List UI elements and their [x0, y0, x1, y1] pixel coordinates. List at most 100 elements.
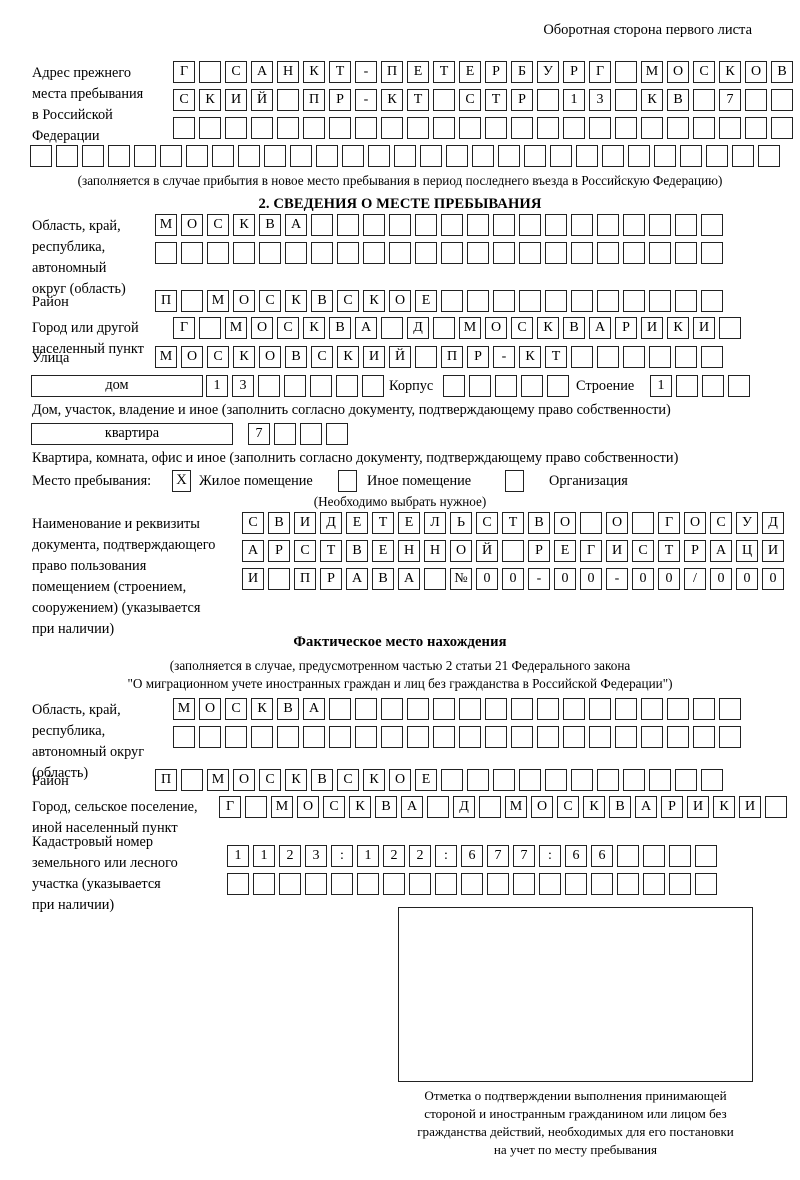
document-row-3-cell-19[interactable]: 0	[710, 568, 732, 590]
cadastral-row-1-cell-13[interactable]: :	[539, 845, 561, 867]
korpus-cells-cell-5[interactable]	[547, 375, 569, 397]
region-row-2-cell-22[interactable]	[701, 242, 723, 264]
district-row-cell-7[interactable]: В	[311, 290, 333, 312]
stamp-box[interactable]	[398, 907, 753, 1082]
document-row-1-cell-11[interactable]: Т	[502, 512, 524, 534]
district-row-cell-14[interactable]	[493, 290, 515, 312]
place-type-option-residential-checkbox[interactable]: X	[172, 470, 191, 492]
district-row-cell-13[interactable]	[467, 290, 489, 312]
district-row-cell-17[interactable]	[571, 290, 593, 312]
actual-city-row-cell-21[interactable]: И	[739, 796, 761, 818]
document-row-3-cell-17[interactable]: 0	[658, 568, 680, 590]
korpus-cells-cell-3[interactable]	[495, 375, 517, 397]
region-row-2-cell-6[interactable]	[285, 242, 307, 264]
actual-district-row-cell-11[interactable]: Е	[415, 769, 437, 791]
region-row-2-cell-2[interactable]	[181, 242, 203, 264]
region-row-1-cell-13[interactable]	[467, 214, 489, 236]
prev-address-row-2-cell-20[interactable]: В	[667, 89, 689, 111]
document-row-3-cell-16[interactable]: 0	[632, 568, 654, 590]
actual-region-row-2[interactable]	[173, 726, 741, 748]
prev-address-row-3-cell-14[interactable]	[511, 117, 533, 139]
document-row-2-cell-3[interactable]: С	[294, 540, 316, 562]
prev-address-row-2-cell-19[interactable]: К	[641, 89, 663, 111]
prev-address-row-4-cell-20[interactable]	[524, 145, 546, 167]
actual-district-row-cell-8[interactable]: С	[337, 769, 359, 791]
stroenie-cells-cell-1[interactable]: 1	[650, 375, 672, 397]
cadastral-row-1-cell-15[interactable]: 6	[591, 845, 613, 867]
prev-address-row-3-cell-10[interactable]	[407, 117, 429, 139]
cadastral-row-1-cell-17[interactable]	[643, 845, 665, 867]
actual-district-row-cell-6[interactable]: К	[285, 769, 307, 791]
street-row-cell-21[interactable]	[675, 346, 697, 368]
prev-address-row-2-cell-16[interactable]: 1	[563, 89, 585, 111]
actual-city-row-cell-14[interactable]: С	[557, 796, 579, 818]
actual-district-row-cell-20[interactable]	[649, 769, 671, 791]
prev-address-row-3-cell-7[interactable]	[329, 117, 351, 139]
region-row-1-cell-18[interactable]	[597, 214, 619, 236]
document-row-2-cell-12[interactable]: Р	[528, 540, 550, 562]
document-row-2-cell-14[interactable]: Г	[580, 540, 602, 562]
actual-region-row-2-cell-4[interactable]	[251, 726, 273, 748]
document-row-3-cell-8[interactable]	[424, 568, 446, 590]
actual-region-row-1-cell-12[interactable]	[459, 698, 481, 720]
cadastral-row-2-cell-4[interactable]	[305, 873, 327, 895]
actual-city-row-cell-9[interactable]	[427, 796, 449, 818]
district-row-cell-2[interactable]	[181, 290, 203, 312]
cadastral-row-1-cell-2[interactable]: 1	[253, 845, 275, 867]
region-row-1-cell-14[interactable]	[493, 214, 515, 236]
prev-address-row-3-cell-18[interactable]	[615, 117, 637, 139]
street-row-cell-17[interactable]	[571, 346, 593, 368]
house-number-cells-cell-3[interactable]	[258, 375, 280, 397]
actual-city-row-cell-22[interactable]	[765, 796, 787, 818]
city-row-cell-7[interactable]: В	[329, 317, 351, 339]
actual-city-row-cell-8[interactable]: А	[401, 796, 423, 818]
actual-district-row-cell-5[interactable]: С	[259, 769, 281, 791]
prev-address-row-3-cell-5[interactable]	[277, 117, 299, 139]
cadastral-row-2-cell-1[interactable]	[227, 873, 249, 895]
cadastral-row-1-cell-6[interactable]: 1	[357, 845, 379, 867]
prev-address-row-2-cell-7[interactable]: Р	[329, 89, 351, 111]
cadastral-row-2-cell-6[interactable]	[357, 873, 379, 895]
actual-region-row-1-cell-11[interactable]	[433, 698, 455, 720]
cadastral-row-1-cell-4[interactable]: 3	[305, 845, 327, 867]
district-row-cell-19[interactable]	[623, 290, 645, 312]
city-row-cell-5[interactable]: С	[277, 317, 299, 339]
region-row-1-cell-12[interactable]	[441, 214, 463, 236]
district-row-cell-15[interactable]	[519, 290, 541, 312]
prev-address-row-1-cell-3[interactable]: С	[225, 61, 247, 83]
document-row-2-cell-6[interactable]: Е	[372, 540, 394, 562]
document-row-3-cell-2[interactable]	[268, 568, 290, 590]
street-row-cell-2[interactable]: О	[181, 346, 203, 368]
document-row-2-cell-7[interactable]: Н	[398, 540, 420, 562]
house-number-cells-cell-6[interactable]	[336, 375, 358, 397]
flat-number-cells-cell-1[interactable]: 7	[248, 423, 270, 445]
street-row-cell-22[interactable]	[701, 346, 723, 368]
district-row-cell-11[interactable]: Е	[415, 290, 437, 312]
cadastral-row-1-cell-11[interactable]: 7	[487, 845, 509, 867]
stroenie-cells[interactable]: 1	[650, 375, 750, 397]
district-row-cell-22[interactable]	[701, 290, 723, 312]
prev-address-row-4-cell-29[interactable]	[758, 145, 780, 167]
region-row-1-cell-15[interactable]	[519, 214, 541, 236]
actual-district-row-cell-15[interactable]	[519, 769, 541, 791]
region-row-1-cell-3[interactable]: С	[207, 214, 229, 236]
document-row-3-cell-9[interactable]: №	[450, 568, 472, 590]
cadastral-row-2-cell-18[interactable]	[669, 873, 691, 895]
cadastral-row-2-cell-9[interactable]	[435, 873, 457, 895]
street-row-cell-18[interactable]	[597, 346, 619, 368]
stroenie-cells-cell-2[interactable]	[676, 375, 698, 397]
prev-address-row-1-cell-24[interactable]: В	[771, 61, 793, 83]
prev-address-row-1-cell-6[interactable]: К	[303, 61, 325, 83]
prev-address-row-4-cell-11[interactable]	[290, 145, 312, 167]
actual-district-row-cell-16[interactable]	[545, 769, 567, 791]
actual-district-row-cell-13[interactable]	[467, 769, 489, 791]
region-row-2-cell-3[interactable]	[207, 242, 229, 264]
region-row-2-cell-17[interactable]	[571, 242, 593, 264]
cadastral-row-2[interactable]	[227, 873, 717, 895]
region-row-2-cell-14[interactable]	[493, 242, 515, 264]
cadastral-row-2-cell-5[interactable]	[331, 873, 353, 895]
place-type-option-other-checkbox[interactable]	[338, 470, 357, 492]
actual-city-row-cell-3[interactable]: М	[271, 796, 293, 818]
cadastral-row-1-cell-10[interactable]: 6	[461, 845, 483, 867]
